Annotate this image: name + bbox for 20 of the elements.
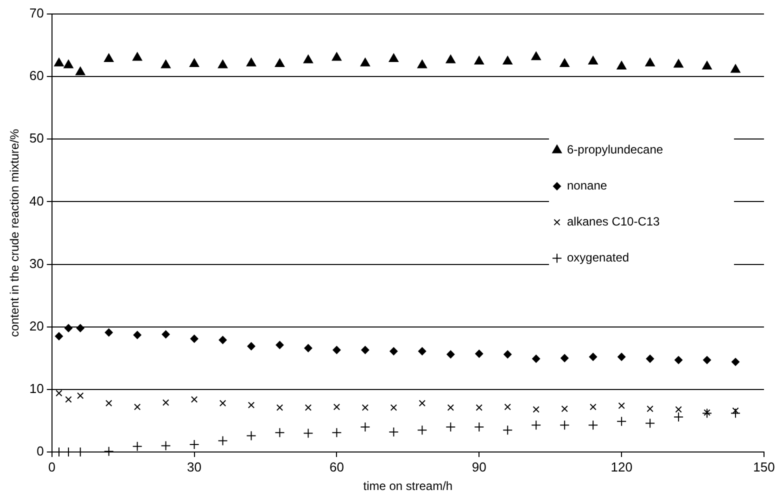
x-tick-label: 120: [610, 459, 632, 474]
x-tick-label: 30: [187, 459, 202, 474]
y-tick-label: 40: [29, 193, 44, 208]
legend-label: 6-propylundecane: [567, 142, 664, 157]
y-tick-label: 10: [29, 381, 44, 396]
x-tick-label: 60: [329, 459, 344, 474]
x-tick-label: 150: [753, 459, 775, 474]
legend-label: nonane: [567, 178, 608, 193]
y-tick-label: 70: [29, 6, 44, 21]
legend-label: alkanes C10-C13: [567, 214, 660, 229]
y-tick-label: 30: [29, 256, 44, 271]
x-tick-label: 0: [48, 459, 56, 474]
x-tick-label: 90: [472, 459, 486, 474]
y-axis-title: content in the crude reaction mixture/%: [8, 128, 22, 338]
y-tick-label: 0: [36, 444, 44, 459]
y-tick-label: 50: [29, 130, 44, 146]
y-tick-label: 60: [29, 68, 44, 84]
x-axis-title: time on stream/h: [363, 479, 453, 494]
y-tick-label: 20: [29, 318, 44, 334]
legend-label: oxygenated: [567, 250, 630, 265]
